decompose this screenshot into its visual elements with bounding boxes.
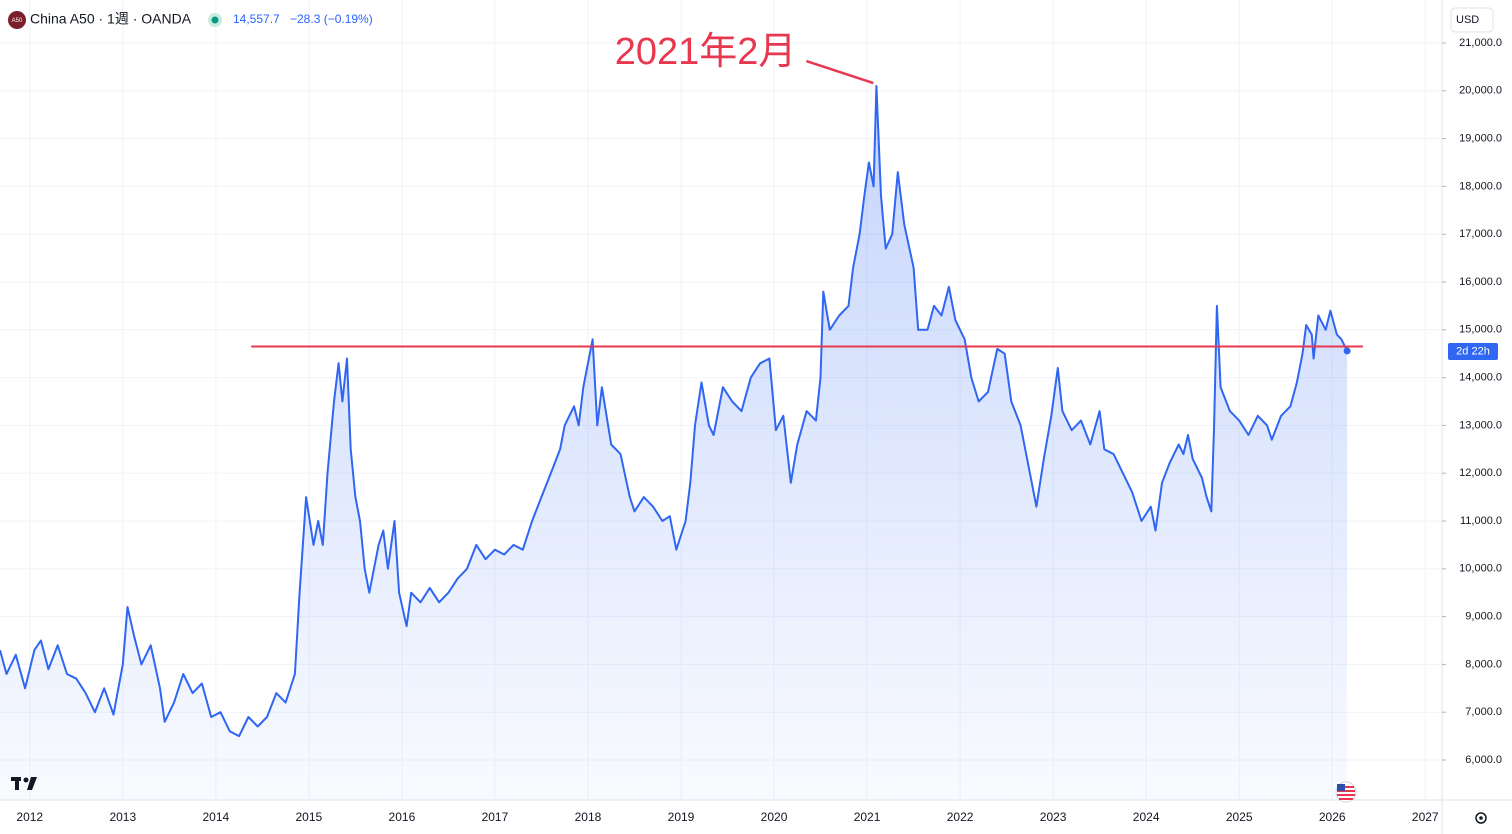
area-fill <box>0 86 1348 800</box>
x-tick-label: 2025 <box>1226 810 1253 824</box>
last-point <box>1343 347 1351 355</box>
y-tick-label: 8,000.0 <box>1465 658 1502 670</box>
flag-stripes <box>1337 786 1355 800</box>
x-tick-label: 2026 <box>1319 810 1346 824</box>
y-tick-label: 6,000.0 <box>1465 754 1502 766</box>
currency-button[interactable] <box>1450 7 1494 33</box>
x-tick-label: 2018 <box>575 810 602 824</box>
tradingview-logo[interactable] <box>11 777 37 790</box>
y-tick-label: 18,000.0 <box>1459 180 1502 192</box>
gear-center <box>1479 816 1483 820</box>
y-tick-label: 12,000.0 <box>1459 467 1502 479</box>
y-tick-label: 21,000.0 <box>1459 37 1502 49</box>
countdown-badge <box>1448 342 1498 360</box>
x-tick-label: 2013 <box>109 810 136 824</box>
market-status-dot <box>211 16 219 24</box>
x-tick-label: 2012 <box>16 810 43 824</box>
y-tick-label: 9,000.0 <box>1465 611 1502 623</box>
y-tick-label: 10,000.0 <box>1459 563 1502 575</box>
logo-part <box>23 777 29 783</box>
x-tick-label: 2022 <box>947 810 974 824</box>
y-tick-label: 13,000.0 <box>1459 419 1502 431</box>
x-tick-label: 2024 <box>1133 810 1160 824</box>
y-tick-label: 19,000.0 <box>1459 133 1502 145</box>
x-tick-label: 2020 <box>761 810 788 824</box>
logo-part <box>15 777 19 790</box>
annotation-arrow <box>805 59 874 85</box>
x-tick-label: 2015 <box>296 810 323 824</box>
y-tick-label: 16,000.0 <box>1459 276 1502 288</box>
x-tick-label: 2017 <box>482 810 509 824</box>
last-price: 14,557.7 <box>233 12 280 26</box>
settings-icon[interactable] <box>1475 812 1487 824</box>
x-tick-label: 2016 <box>389 810 416 824</box>
x-tick-label: 2014 <box>202 810 229 824</box>
x-tick-label: 2027 <box>1412 810 1439 824</box>
symbol-title[interactable]: China A50 · 1週 · OANDA <box>30 11 192 27</box>
x-tick-label: 2023 <box>1040 810 1067 824</box>
y-tick-label: 17,000.0 <box>1459 228 1502 240</box>
flag-canton <box>1337 784 1345 791</box>
y-tick-label: 15,000.0 <box>1459 324 1502 336</box>
x-tick-label: 2021 <box>854 810 881 824</box>
y-tick-label: 20,000.0 <box>1459 85 1502 97</box>
y-tick-label: 14,000.0 <box>1459 372 1502 384</box>
symbol-logo-text: A50 <box>12 18 23 24</box>
symbol-logo[interactable] <box>8 11 26 29</box>
logo-part <box>27 777 37 790</box>
price-change: −28.3 (−0.19%) <box>290 12 373 26</box>
annotation-text: 2021年2月 <box>615 31 797 73</box>
us-flag[interactable] <box>1335 781 1357 803</box>
gear <box>1475 812 1487 824</box>
y-tick-label: 7,000.0 <box>1465 706 1502 718</box>
y-tick-label: 11,000.0 <box>1460 515 1502 527</box>
countdown-label: 2d 22h <box>1456 345 1490 357</box>
price-line <box>0 85 1348 738</box>
x-tick-label: 2019 <box>668 810 695 824</box>
currency-label: USD <box>1456 14 1479 26</box>
